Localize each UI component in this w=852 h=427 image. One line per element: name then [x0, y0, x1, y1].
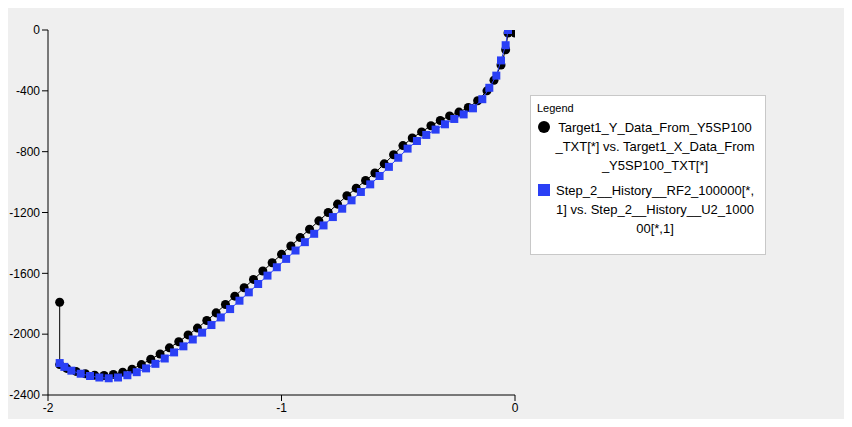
html-text:Target1_Y_Data_From_Y5SP100_TX: Target1_Y_Data_From_Y5SP100_TXT[*] vs. T…: [555, 120, 755, 173]
svg-text:-400: -400: [16, 84, 40, 98]
svg-text:0: 0: [33, 23, 40, 37]
svg-text:-1200: -1200: [9, 206, 40, 220]
svg-text:-2400: -2400: [9, 388, 40, 402]
svg-text:-1600: -1600: [9, 267, 40, 281]
svg-text:0: 0: [512, 401, 519, 415]
svg-text:-2000: -2000: [9, 327, 40, 341]
svg-text:-800: -800: [16, 145, 40, 159]
html-text:Legend: Legend: [537, 102, 574, 114]
svg-text:-2: -2: [43, 401, 54, 415]
html-text:Step_2__History__RF2_100000[*,: Step_2__History__RF2_100000[*,1] vs. Ste…: [556, 183, 754, 236]
svg-text:-1: -1: [276, 401, 287, 415]
